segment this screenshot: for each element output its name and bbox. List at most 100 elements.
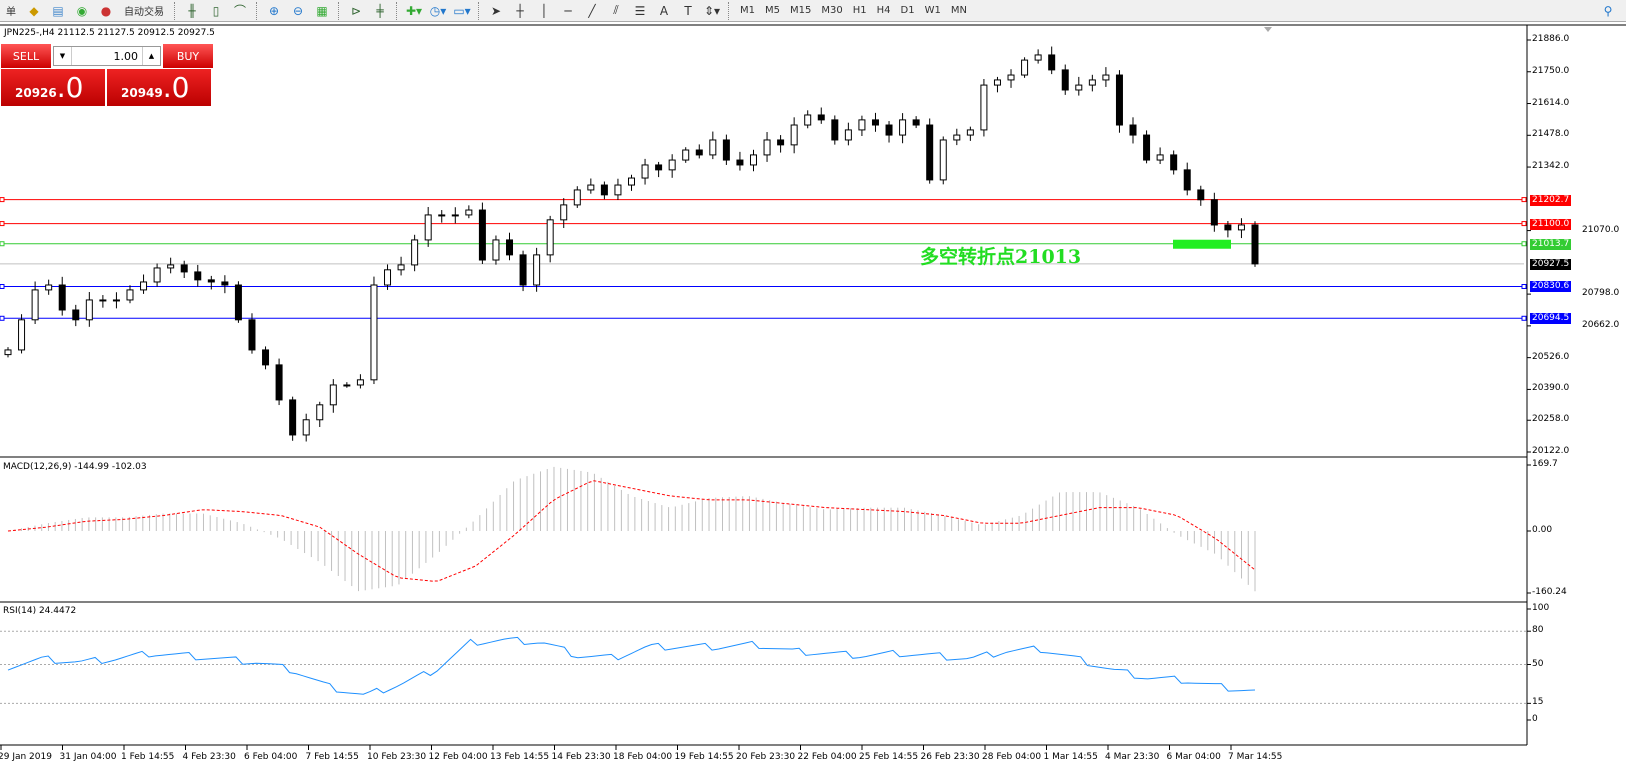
- timeframe-mn[interactable]: MN: [950, 5, 967, 16]
- timeframe-m1[interactable]: M1: [740, 5, 755, 16]
- price-axis-label: 20390.0: [1532, 383, 1570, 394]
- text-icon[interactable]: A: [659, 3, 669, 18]
- time-axis-label: 28 Feb 04:00: [982, 752, 1042, 762]
- time-axis-label: 4 Mar 23:30: [1105, 752, 1160, 762]
- price-axis-label: 21750.0: [1532, 65, 1570, 76]
- menu-fragment[interactable]: 单: [6, 7, 16, 18]
- candle-body: [316, 404, 324, 421]
- timeframe-m30[interactable]: M30: [821, 5, 843, 16]
- increase-lot-icon[interactable]: ▲: [142, 47, 160, 65]
- rsi-line: [7, 636, 1256, 695]
- indicators-icon[interactable]: ✚▾: [405, 3, 423, 18]
- candle-body: [614, 184, 622, 196]
- pivot-marker: [1173, 239, 1231, 249]
- candle-body: [858, 119, 866, 131]
- candle-body: [31, 289, 39, 321]
- candle-body: [289, 399, 297, 436]
- candle-body: [1034, 54, 1042, 61]
- autotrade-button[interactable]: 自动交易: [124, 7, 164, 18]
- vertical-line-icon[interactable]: │: [540, 3, 548, 18]
- price-axis-label: 21070.0: [1582, 224, 1620, 235]
- crosshair-icon[interactable]: ┼: [516, 3, 524, 18]
- level-price-label: 21013.7: [1530, 238, 1572, 250]
- candle-body: [899, 119, 907, 136]
- horizontal-line-icon[interactable]: ─: [564, 3, 572, 18]
- candle-body: [370, 284, 378, 381]
- candle-body: [18, 319, 26, 351]
- candle-body: [628, 177, 635, 186]
- candle-body: [817, 114, 825, 121]
- arrows-icon[interactable]: ⇕▾: [703, 3, 721, 18]
- equidistant-channel-icon[interactable]: ⫽: [613, 3, 619, 17]
- autotrade-icon[interactable]: ●: [100, 3, 112, 18]
- candle-body: [1183, 169, 1191, 191]
- time-axis-label: 25 Feb 14:55: [859, 752, 919, 762]
- candle-body: [99, 299, 107, 302]
- tile-windows-icon[interactable]: ▦: [316, 3, 328, 18]
- timeframe-m15[interactable]: M15: [790, 5, 812, 16]
- candlestick-icon[interactable]: ▯: [212, 3, 220, 18]
- candle-body: [207, 279, 215, 283]
- autoscroll-icon[interactable]: ╪: [376, 3, 384, 18]
- candle-body: [749, 154, 757, 166]
- level-price-label: 20830.6: [1530, 281, 1572, 293]
- candle-body: [966, 129, 974, 136]
- sell-button[interactable]: SELL: [1, 44, 51, 68]
- rsi-axis-label: 100: [1532, 603, 1550, 613]
- candle-body: [695, 149, 703, 156]
- candle-body: [763, 139, 771, 156]
- price-axis-label: 21886.0: [1532, 34, 1570, 44]
- cursor-icon[interactable]: ➤: [490, 3, 502, 18]
- signal-icon[interactable]: ◉: [76, 3, 88, 18]
- candle-body: [411, 239, 419, 266]
- time-axis-label: 22 Feb 04:00: [797, 752, 857, 762]
- level-handle: [0, 197, 5, 203]
- candle-body: [478, 209, 486, 261]
- rsi-axis-label: 0: [1532, 714, 1538, 724]
- candle-body: [831, 119, 839, 141]
- candle-body: [871, 119, 879, 126]
- candle-body: [153, 267, 161, 283]
- separator: [396, 1, 398, 20]
- candle-body: [1156, 154, 1164, 161]
- line-chart-icon[interactable]: ⌒: [233, 4, 246, 18]
- sell-price[interactable]: 20926.0: [1, 69, 105, 106]
- timeframe-h4[interactable]: H4: [876, 5, 891, 16]
- sell-price-fraction: .0: [56, 71, 84, 104]
- separator: [256, 1, 258, 20]
- periods-icon[interactable]: ◷▾: [429, 3, 447, 18]
- candle-body: [519, 254, 527, 286]
- timeframe-h1[interactable]: H1: [852, 5, 867, 16]
- lot-input[interactable]: 1.00: [113, 49, 139, 63]
- zoom-out-icon[interactable]: ⊖: [292, 3, 304, 18]
- time-axis-label: 26 Feb 23:30: [920, 752, 980, 762]
- decrease-lot-icon[interactable]: ▼: [54, 47, 72, 65]
- candle-body: [465, 209, 473, 216]
- timeframe-d1[interactable]: D1: [900, 5, 915, 16]
- buy-button[interactable]: BUY: [163, 44, 213, 68]
- fibonacci-icon[interactable]: ☰: [634, 3, 646, 18]
- separator: [174, 1, 176, 20]
- trendline-icon[interactable]: ╱: [588, 3, 596, 18]
- text-label-icon[interactable]: T: [684, 3, 692, 18]
- candle-body: [85, 299, 93, 321]
- timeframe-w1[interactable]: W1: [924, 5, 941, 16]
- timeframe-buttons: M1 M5 M15 M30 H1 H4 D1 W1 MN: [736, 1, 971, 21]
- search-icon[interactable]: ⚲: [1603, 3, 1613, 18]
- buy-price[interactable]: 20949.0: [107, 69, 211, 106]
- templates-icon[interactable]: ▭▾: [453, 3, 471, 18]
- lot-size-stepper[interactable]: ▼ 1.00 ▲: [53, 46, 161, 66]
- chart-shift-icon[interactable]: ⊳: [350, 3, 362, 18]
- timeframe-m5[interactable]: M5: [765, 5, 780, 16]
- bar-chart-icon[interactable]: ╫: [188, 3, 196, 18]
- candle-body: [885, 124, 893, 136]
- zoom-in-icon[interactable]: ⊕: [268, 3, 280, 18]
- folder-icon[interactable]: ◆: [29, 3, 39, 18]
- level-handle: [1521, 283, 1527, 289]
- profiles-icon[interactable]: ▤: [52, 3, 64, 18]
- candle-body: [1251, 224, 1259, 265]
- candle-body: [573, 189, 581, 206]
- price-axis-label: 21478.0: [1532, 129, 1570, 140]
- candle-body: [1224, 224, 1232, 231]
